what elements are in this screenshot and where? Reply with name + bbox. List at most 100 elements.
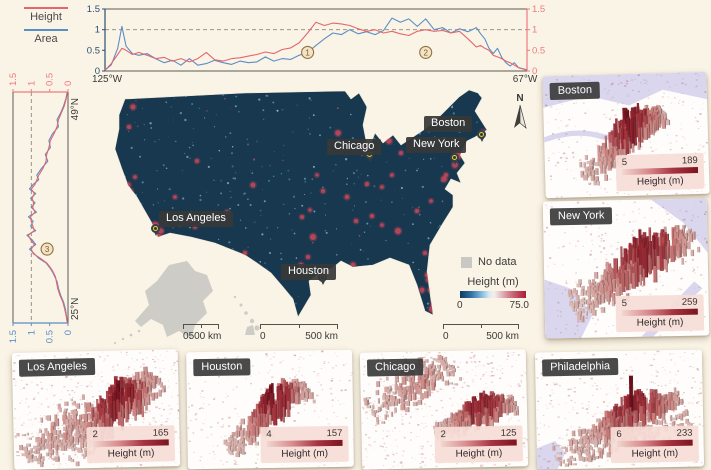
panel-gradient-bar — [440, 439, 517, 448]
scale-zero: 0 — [443, 331, 449, 342]
svg-text:0.5: 0.5 — [45, 330, 56, 343]
panel-chicago: Chicago 2 125 Height (m) — [359, 349, 529, 470]
no-data-legend: No data — [461, 256, 517, 268]
city-label-boston: Boston — [424, 116, 473, 132]
height-line-swatch — [24, 7, 68, 9]
svg-text:1: 1 — [26, 81, 37, 86]
svg-text:67°W: 67°W — [513, 74, 538, 84]
svg-text:1.5: 1.5 — [8, 330, 19, 343]
no-data-swatch — [461, 256, 472, 268]
colorbar-title: Height (m) — [467, 276, 519, 288]
legend-area-label: Area — [34, 33, 58, 45]
north-arrow-icon — [514, 104, 527, 129]
chicago-3d-scene — [361, 351, 529, 470]
panel-legend-title: Height (m) — [455, 447, 503, 460]
panel-min: 4 — [266, 428, 272, 441]
svg-text:0: 0 — [95, 66, 100, 77]
panel-max: 259 — [681, 296, 698, 308]
svg-text:1.5: 1.5 — [8, 73, 19, 86]
panel-title: Boston — [549, 81, 601, 101]
area-line-swatch — [24, 29, 68, 31]
panel-height-legend: 2 165 Height (m) — [86, 425, 176, 464]
legend-height-row: Height — [20, 7, 72, 23]
scale-bar-line — [443, 324, 519, 329]
panel-min: 2 — [440, 428, 446, 441]
colorbar-min: 0 — [457, 300, 463, 311]
svg-text:0.5: 0.5 — [45, 73, 56, 86]
panel-height-legend: 5 189 Height (m) — [615, 152, 705, 192]
series-legend: Height Area — [20, 7, 72, 51]
new-york-3d-scene — [543, 198, 709, 339]
svg-text:125°W: 125°W — [92, 74, 123, 84]
svg-text:49°N: 49°N — [70, 98, 81, 120]
panel-gradient-bar — [616, 439, 693, 448]
svg-text:1: 1 — [532, 25, 537, 36]
panel-max: 189 — [681, 155, 698, 167]
latitude-profile-chart: 0 0 0.5 0.5 1 1 1.5 1.5 3 49°N 25°N — [8, 73, 81, 343]
panel-title: New York — [549, 207, 613, 226]
scale-bar-mainland: 0 500 km — [260, 324, 338, 342]
svg-text:0: 0 — [63, 330, 74, 335]
panel-legend-title: Height (m) — [636, 316, 684, 329]
philadelphia-3d-scene — [535, 349, 705, 470]
panel-title: Houston — [193, 358, 251, 377]
panel-los-angeles: Los Angeles 2 165 Height (m) — [11, 349, 181, 470]
panel-boston: Boston 5 189 Height (m) — [542, 71, 710, 199]
city-pin-icon — [476, 129, 486, 142]
scale-zero: 0 — [260, 331, 266, 342]
panel-min: 5 — [621, 297, 628, 310]
panel-houston: Houston 4 157 Height (m) — [186, 349, 354, 470]
svg-text:0: 0 — [63, 81, 74, 86]
longitude-profile-chart: 0 0 0.5 0.5 1 1 1.5 1.5 1 2 125°W 67°W — [87, 4, 545, 84]
panel-min: 2 — [92, 428, 98, 441]
city-label-houston: Houston — [281, 264, 336, 280]
colorbar-minmax: 0 75.0 — [457, 300, 529, 311]
city-pin-icon — [449, 152, 459, 165]
north-arrow-label: N — [516, 93, 524, 104]
svg-text:25°N: 25°N — [70, 298, 81, 320]
panel-gradient-bar — [621, 167, 699, 176]
city-label-los-angeles: Los Angeles — [159, 211, 233, 227]
panel-philadelphia: Philadelphia 6 233 Height (m) — [534, 349, 705, 470]
legend-height-label: Height — [30, 11, 62, 23]
north-arrow: N — [511, 93, 529, 130]
panel-title: Los Angeles — [18, 358, 96, 377]
panel-title: Chicago — [366, 358, 424, 377]
scale-bar-line — [260, 324, 338, 329]
panel-min: 5 — [621, 156, 628, 169]
scale-bar-east: 0 500 km — [443, 324, 519, 342]
scale-max: 500 km — [305, 331, 338, 342]
panel-legend-title: Height (m) — [636, 175, 684, 188]
city-pin-icon — [150, 223, 160, 236]
scale-bar-alaska: 0 500 km — [183, 324, 222, 342]
panel-gradient-bar — [266, 439, 343, 448]
panel-legend-title: Height (m) — [107, 447, 155, 460]
svg-text:3: 3 — [45, 245, 50, 254]
city-label-new-york: New York — [406, 137, 467, 153]
panel-legend-title: Height (m) — [631, 447, 679, 460]
panel-height-legend: 5 259 Height (m) — [615, 294, 705, 333]
svg-text:0.5: 0.5 — [87, 45, 100, 56]
panel-legend-title: Height (m) — [281, 448, 329, 460]
no-data-label: No data — [478, 256, 517, 268]
scale-max: 500 km — [188, 331, 222, 342]
panel-height-legend: 6 233 Height (m) — [610, 425, 700, 464]
panel-max: 165 — [152, 427, 169, 439]
svg-text:1: 1 — [26, 330, 37, 335]
legend-area-row: Area — [20, 29, 72, 45]
svg-text:1: 1 — [95, 25, 100, 36]
scale-bar-line — [183, 324, 219, 329]
panel-gradient-bar — [621, 308, 698, 317]
svg-text:0.5: 0.5 — [532, 45, 545, 56]
panel-height-legend: 2 125 Height (m) — [434, 425, 524, 464]
panel-height-legend: 4 157 Height (m) — [260, 425, 349, 464]
svg-text:1: 1 — [305, 48, 310, 57]
scale-zero: 0 — [183, 331, 189, 342]
colorbar-max: 75.0 — [509, 300, 529, 311]
panel-new-york: New York 5 259 Height (m) — [542, 198, 710, 339]
scale-max: 500 km — [486, 331, 519, 342]
panel-title: Philadelphia — [542, 358, 619, 377]
svg-text:1.5: 1.5 — [532, 4, 545, 15]
svg-text:1.5: 1.5 — [87, 4, 100, 15]
